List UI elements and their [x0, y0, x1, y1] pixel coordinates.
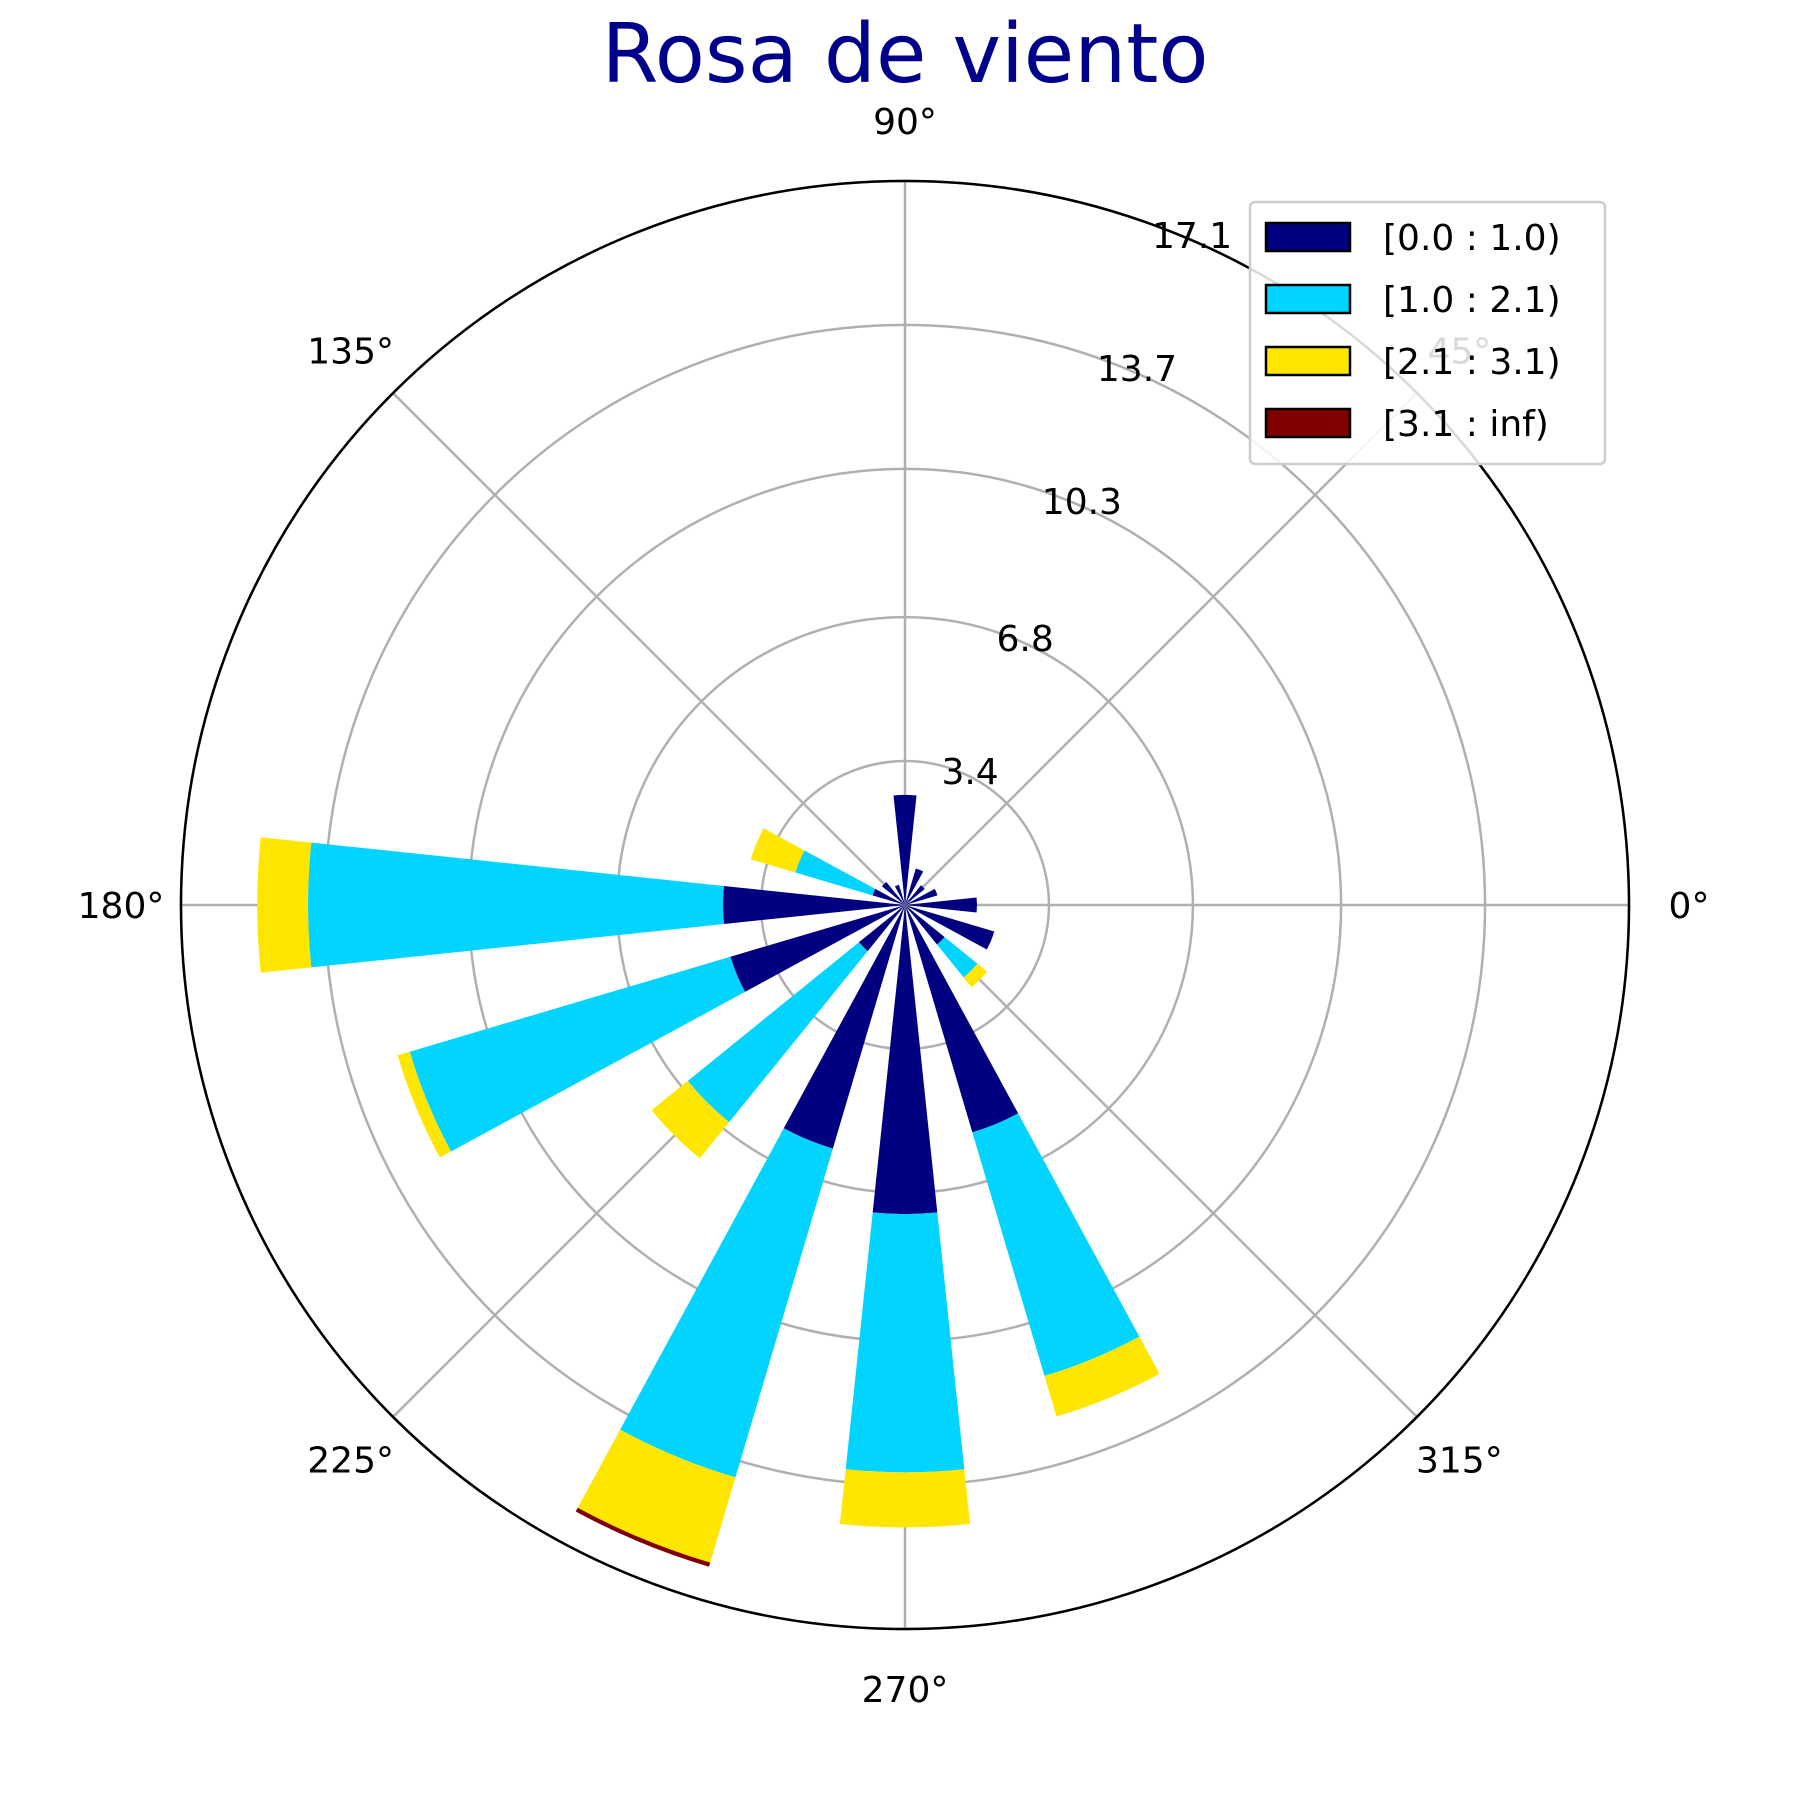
bar-dir-7-bin-1 — [795, 850, 876, 896]
bar-dir-8-bin-1 — [308, 842, 724, 968]
windrose-bars — [257, 794, 1160, 1567]
bar-dir-5-bin-0 — [894, 884, 905, 905]
bar-dir-9-bin-2 — [397, 1051, 452, 1158]
legend: [0.0 : 1.0) [1.0 : 2.1) [2.1 : 3.1) [3.1 : … — [1248, 200, 1607, 466]
angle-tick-2: 90° — [873, 102, 937, 143]
legend-label-0: [0.0 : 1.0) — [1383, 218, 1561, 259]
bar-dir-0-bin-0 — [905, 897, 977, 913]
angle-tick-3: 135° — [307, 332, 394, 373]
radial-tick-1: 6.8 — [997, 619, 1054, 660]
bar-dir-14-bin-2 — [963, 963, 988, 988]
bar-dir-11-bin-3 — [575, 1507, 711, 1567]
bar-dir-14-bin-1 — [936, 936, 978, 978]
bar-dir-11-bin-2 — [577, 1429, 736, 1563]
legend-swatch-1 — [1264, 283, 1352, 315]
bar-dir-7-bin-0 — [872, 888, 905, 905]
bar-dir-2-bin-0 — [905, 885, 925, 905]
legend-label-1: [1.0 : 2.1) — [1383, 280, 1561, 321]
radial-tick-3: 13.7 — [1097, 349, 1177, 390]
legend-swatch-3 — [1264, 407, 1352, 439]
bar-dir-14-bin-0 — [905, 905, 945, 945]
grid-spoke-1 — [904, 392, 1418, 906]
angle-tick-4: 180° — [78, 886, 165, 927]
bar-dir-10-bin-1 — [687, 942, 868, 1123]
bar-dir-7-bin-2 — [750, 828, 805, 873]
bar-dir-9-bin-1 — [409, 956, 746, 1152]
polar-frame — [179, 179, 1631, 1631]
chart-title: Rosa de viento — [601, 7, 1208, 102]
grid-spoke-3 — [392, 392, 906, 906]
angle-tick-0: 0° — [1669, 886, 1710, 927]
bar-dir-10-bin-2 — [651, 1080, 730, 1159]
bar-dir-3-bin-0 — [905, 868, 924, 905]
angle-tick-5: 225° — [307, 1440, 394, 1481]
bar-dir-13-bin-1 — [972, 1113, 1140, 1376]
bar-dir-15-bin-0 — [905, 905, 995, 950]
bar-dir-8-bin-2 — [257, 837, 312, 973]
bar-dir-10-bin-0 — [858, 905, 905, 952]
legend-swatch-0 — [1264, 221, 1352, 253]
bar-dir-12-bin-1 — [845, 1212, 965, 1473]
radial-tick-4: 17.1 — [1152, 216, 1232, 257]
bar-dir-11-bin-0 — [783, 905, 905, 1149]
bar-dir-9-bin-0 — [730, 905, 905, 992]
bar-dir-1-bin-0 — [905, 888, 938, 905]
radial-tick-2: 10.3 — [1042, 482, 1122, 523]
radial-tick-0: 3.4 — [941, 752, 998, 793]
legend-swatch-2 — [1264, 345, 1352, 377]
legend-frame — [1248, 200, 1607, 466]
bar-dir-13-bin-2 — [1044, 1336, 1160, 1417]
angle-tick-7: 315° — [1416, 1440, 1503, 1481]
bar-dir-13-bin-0 — [905, 905, 1019, 1133]
bar-dir-4-bin-0 — [893, 794, 917, 905]
bar-dir-6-bin-0 — [881, 881, 905, 905]
grid-spoke-7 — [904, 904, 1418, 1418]
bar-dir-12-bin-0 — [872, 905, 938, 1215]
tick-labels: 0°45°90°135°180°225°270°315°3.46.810.313… — [78, 102, 1710, 1711]
angle-tick-6: 270° — [862, 1670, 949, 1711]
bar-dir-12-bin-2 — [839, 1469, 971, 1528]
bar-dir-8-bin-0 — [722, 885, 905, 925]
legend-label-3: [3.1 : inf) — [1383, 404, 1549, 445]
legend-label-2: [2.1 : 3.1) — [1383, 342, 1561, 383]
bar-dir-11-bin-1 — [620, 1128, 833, 1478]
